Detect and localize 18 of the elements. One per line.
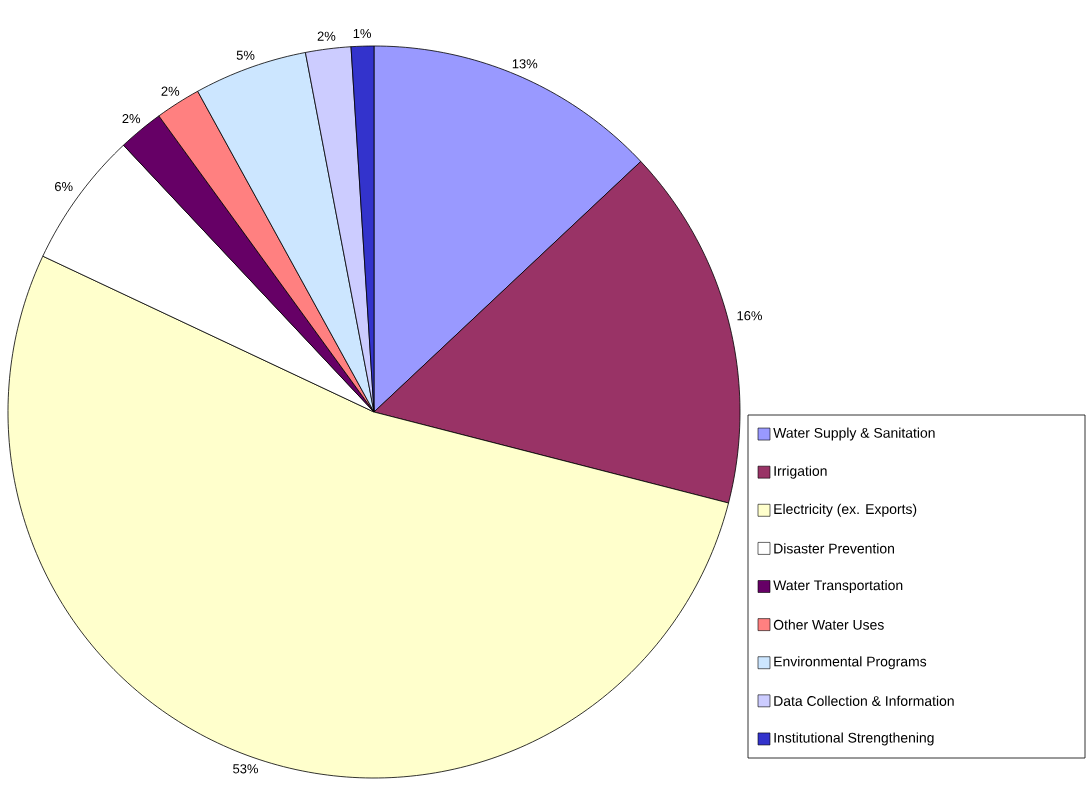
data-label: 2%	[317, 31, 336, 41]
data-label: 53%	[233, 764, 259, 774]
data-label: 1%	[353, 28, 371, 38]
data-label: 13%	[512, 59, 538, 69]
data-label: 2%	[161, 86, 180, 96]
legend-label: Institutional Strengthening	[774, 732, 934, 746]
legend-label: Irrigation	[774, 465, 827, 479]
data-label: 2%	[122, 114, 141, 124]
data-label: 5%	[236, 50, 255, 60]
legend-label: Environmental Programs	[774, 656, 927, 670]
data-label: 6%	[55, 181, 73, 192]
legend-label: Other Water Uses	[773, 619, 884, 630]
data-label: 16%	[737, 311, 762, 321]
legend-label: Water Supply & Sanitation	[773, 427, 935, 441]
legend-label: Disaster Prevention	[774, 543, 894, 554]
legend-label: Electricity (ex. Exports)	[774, 503, 917, 517]
legend-label: Water Transportation	[773, 580, 903, 593]
legend-label: Data Collection & Information	[774, 695, 954, 706]
